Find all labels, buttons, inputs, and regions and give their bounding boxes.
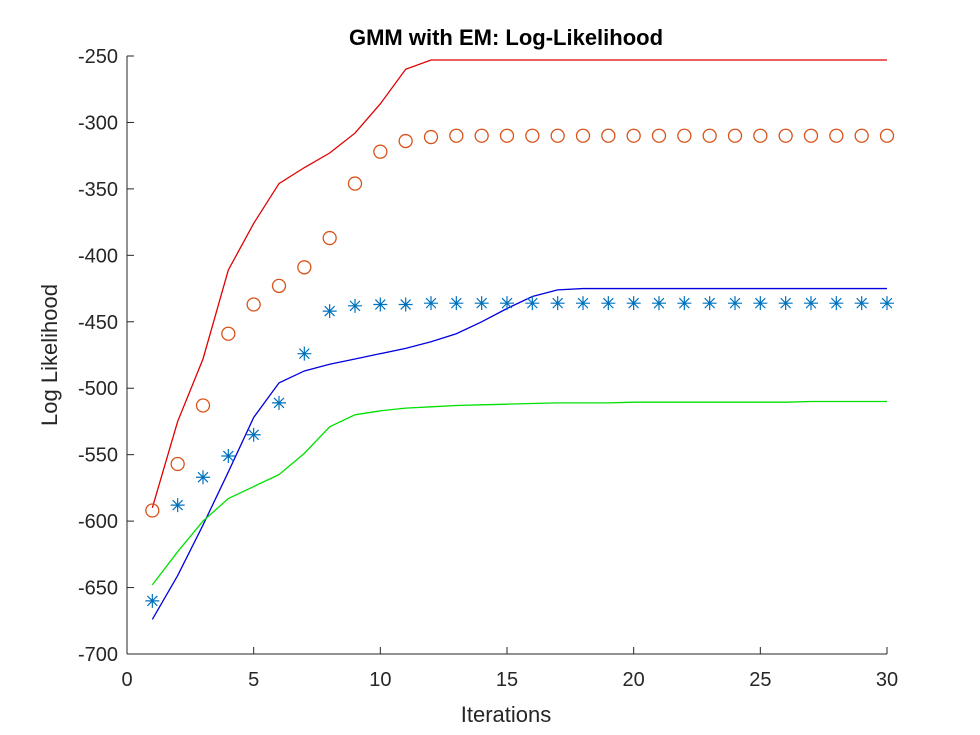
chart-title: GMM with EM: Log-Likelihood [349, 25, 663, 50]
data-point [550, 128, 565, 143]
y-tick-label: -550 [78, 445, 118, 467]
data-point [474, 128, 489, 143]
data-point [500, 296, 514, 311]
data-point [778, 296, 793, 311]
data-point [272, 395, 286, 410]
series-blue-stars [145, 296, 894, 608]
data-point [424, 296, 438, 311]
data-point [626, 128, 641, 143]
data-point [677, 128, 692, 143]
series-red-line [151, 59, 887, 509]
data-point [728, 296, 742, 311]
data-point [677, 296, 692, 311]
data-point [221, 326, 236, 341]
data-point [575, 128, 591, 143]
y-tick-label: -350 [78, 179, 118, 201]
data-point [398, 297, 413, 312]
green-line [151, 400, 887, 586]
plot-area [127, 56, 887, 654]
y-tick-label: -700 [78, 644, 118, 666]
data-point [829, 296, 844, 311]
data-point [297, 260, 312, 275]
data-point [145, 593, 160, 608]
data-point [373, 144, 388, 159]
data-point [753, 128, 768, 143]
data-point [879, 128, 895, 143]
data-point [449, 128, 464, 143]
data-point [550, 296, 565, 311]
data-point [651, 128, 667, 143]
x-tick-label: 25 [749, 669, 771, 691]
y-tick-label: -450 [78, 312, 118, 334]
x-tick-label: 20 [623, 669, 645, 691]
data-point [170, 498, 185, 513]
data-point [854, 296, 869, 311]
y-tick-label: -600 [78, 511, 118, 533]
data-point [322, 304, 337, 319]
data-point [449, 296, 464, 311]
data-point [652, 296, 666, 311]
series-orange-circles [145, 128, 895, 518]
axes-layer: 0 5 10 15 20 25 30 -700 -650 -600 -550 -500 -450 -400… [78, 46, 898, 691]
data-point [297, 346, 312, 361]
y-tick-label: -650 [78, 578, 118, 600]
y-tick-label: -500 [78, 378, 118, 400]
data-point [525, 128, 540, 143]
data-point [778, 128, 793, 143]
red-line [151, 59, 887, 509]
x-tick-label: 15 [496, 669, 518, 691]
data-point [246, 297, 261, 312]
data-point [626, 296, 641, 311]
data-point [880, 296, 894, 311]
blue-line [151, 287, 887, 620]
series-layer [145, 59, 895, 620]
data-point [525, 296, 540, 311]
data-point [271, 278, 287, 294]
data-point [753, 296, 768, 311]
data-point [576, 296, 590, 311]
data-point [829, 128, 844, 143]
data-point [702, 128, 717, 143]
data-point [145, 503, 160, 518]
data-point [196, 470, 210, 485]
data-point [398, 133, 413, 149]
data-point [601, 128, 616, 143]
data-point [423, 129, 439, 145]
data-point [499, 128, 515, 143]
y-tick-label: -300 [78, 112, 118, 134]
data-point [474, 296, 489, 311]
data-point [727, 128, 743, 143]
data-point [221, 449, 236, 463]
x-tick-label: 0 [121, 669, 132, 691]
series-blue-line [151, 287, 887, 620]
x-tick-label: 10 [369, 669, 391, 691]
x-axis-label: Iterations [461, 702, 552, 727]
data-point [854, 128, 869, 143]
data-point [702, 296, 717, 311]
data-point [347, 176, 363, 191]
data-point [246, 427, 261, 442]
data-point [373, 297, 388, 312]
x-tick-label: 5 [248, 669, 259, 691]
data-point [170, 456, 185, 472]
x-tick-label: 30 [876, 669, 898, 691]
y-axis-label: Log Likelihood [37, 284, 62, 426]
data-point [322, 230, 337, 246]
data-point [348, 298, 362, 313]
y-tick-label: -250 [78, 46, 118, 68]
data-point [803, 128, 819, 143]
data-point [601, 296, 616, 311]
data-point [195, 398, 211, 413]
y-tick-label: -400 [78, 245, 118, 267]
data-point [804, 296, 818, 311]
series-green-line [151, 400, 887, 586]
